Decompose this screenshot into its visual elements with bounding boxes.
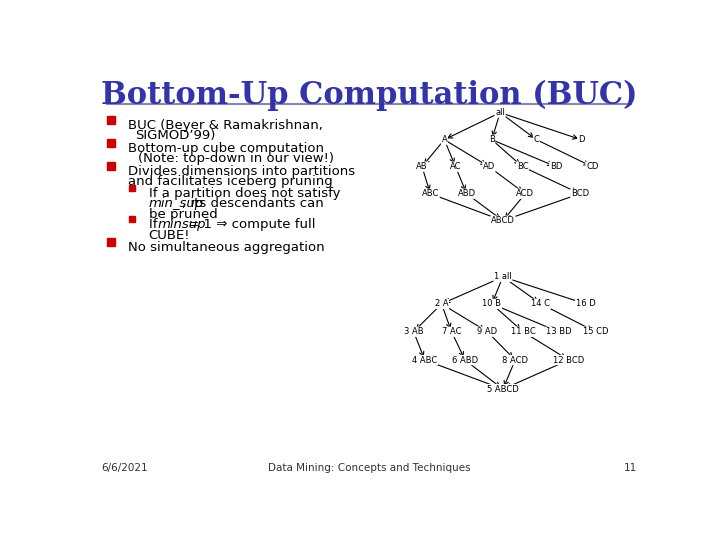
Text: 14 C: 14 C	[531, 299, 550, 308]
Text: C: C	[534, 135, 539, 144]
Text: minsup: minsup	[158, 218, 206, 231]
Text: (Note: top-down in our view!): (Note: top-down in our view!)	[138, 152, 334, 165]
Text: BC: BC	[517, 162, 528, 171]
Text: all: all	[495, 108, 505, 117]
Text: AC: AC	[450, 162, 462, 171]
Text: SIGMOD’99): SIGMOD’99)	[135, 129, 215, 142]
Text: If a partition does not satisfy: If a partition does not satisfy	[148, 187, 340, 200]
Text: AB: AB	[416, 162, 428, 171]
Text: min_sup: min_sup	[148, 198, 204, 211]
Text: CUBE!: CUBE!	[148, 228, 190, 241]
Text: AD: AD	[483, 162, 495, 171]
Text: 6 ABD: 6 ABD	[452, 355, 478, 364]
Text: D: D	[577, 135, 585, 144]
Text: = 1 ⇒ compute full: = 1 ⇒ compute full	[184, 218, 316, 231]
Text: 11: 11	[624, 463, 637, 473]
Text: BCD: BCD	[571, 189, 589, 198]
Text: 12 BCD: 12 BCD	[553, 355, 585, 364]
Text: ABC: ABC	[422, 189, 439, 198]
Text: 9 AD: 9 AD	[477, 327, 498, 336]
Text: 6/6/2021: 6/6/2021	[101, 463, 148, 473]
Text: 8 ACD: 8 ACD	[502, 355, 528, 364]
Text: BUC (Beyer & Ramakrishnan,: BUC (Beyer & Ramakrishnan,	[128, 119, 323, 132]
Text: CD: CD	[586, 162, 598, 171]
Text: 5 ABCD: 5 ABCD	[487, 384, 519, 394]
Text: 2 A: 2 A	[435, 299, 449, 308]
Text: , its descendants can: , its descendants can	[182, 198, 324, 211]
Text: A: A	[441, 135, 447, 144]
Text: 7 AC: 7 AC	[442, 327, 462, 336]
Text: and facilitates iceberg pruning: and facilitates iceberg pruning	[128, 176, 333, 188]
Text: BD: BD	[550, 162, 562, 171]
Text: Bottom-Up Computation (BUC): Bottom-Up Computation (BUC)	[101, 79, 637, 111]
Text: Bottom-up cube computation: Bottom-up cube computation	[128, 141, 324, 155]
Text: 3 AB: 3 AB	[404, 327, 423, 336]
Text: 11 BC: 11 BC	[510, 327, 536, 336]
Text: ACD: ACD	[516, 189, 534, 198]
Text: 15 CD: 15 CD	[582, 327, 608, 336]
Text: 16 D: 16 D	[575, 299, 595, 308]
Text: Data Mining: Concepts and Techniques: Data Mining: Concepts and Techniques	[268, 463, 470, 473]
Text: 4 ABC: 4 ABC	[412, 355, 438, 364]
Text: 13 BD: 13 BD	[546, 327, 572, 336]
Text: 10 B: 10 B	[482, 299, 501, 308]
Text: If: If	[148, 218, 161, 231]
Text: Divides dimensions into partitions: Divides dimensions into partitions	[128, 165, 355, 178]
Text: ABD: ABD	[458, 189, 476, 198]
Text: 1 all: 1 all	[494, 272, 512, 281]
Text: No simultaneous aggregation: No simultaneous aggregation	[128, 241, 325, 254]
Text: be pruned: be pruned	[148, 208, 217, 221]
Text: ABCD: ABCD	[491, 216, 515, 225]
Text: B: B	[489, 135, 495, 144]
